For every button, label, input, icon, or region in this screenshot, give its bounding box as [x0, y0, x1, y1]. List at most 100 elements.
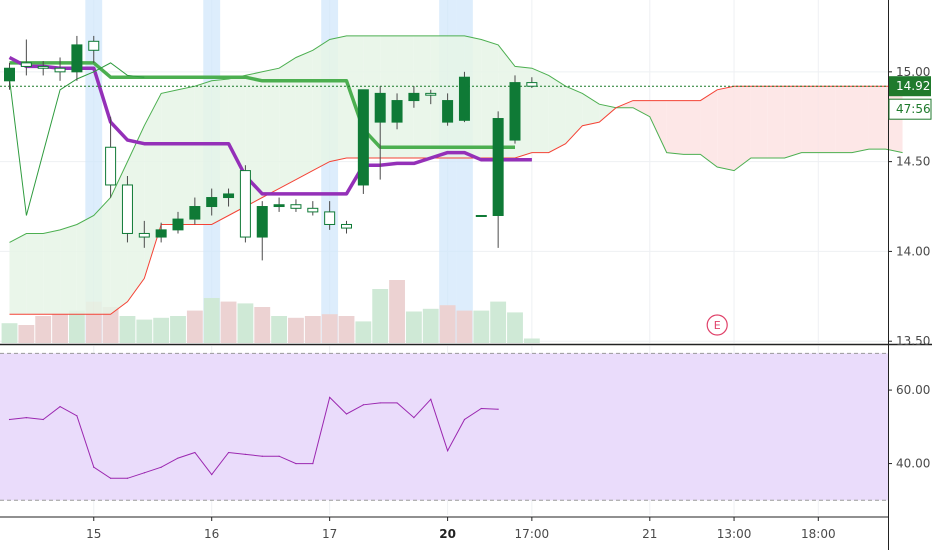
- candle-body: [206, 197, 218, 208]
- cloud-segment: [60, 224, 77, 315]
- cloud-segment: [447, 35, 465, 159]
- cloud-segment: [93, 197, 111, 315]
- cloud-segment: [413, 35, 431, 159]
- rsi-point: [8, 418, 11, 421]
- volume-bar: [389, 280, 405, 343]
- rsi-point: [480, 407, 482, 410]
- volume-bar: [422, 308, 439, 343]
- cloud-segment: [279, 57, 296, 189]
- rsi-tick-label: 60.00: [896, 383, 930, 397]
- cloud-segment: [295, 50, 313, 180]
- rsi-point: [345, 413, 348, 415]
- cloud-segment: [464, 35, 482, 159]
- cloud-segment: [700, 89, 718, 168]
- candle-body: [391, 100, 403, 123]
- candle-body: [37, 65, 49, 69]
- last-price-label: 14.92: [896, 79, 930, 93]
- volume-bar: [220, 301, 237, 343]
- volume-bar: [186, 310, 203, 343]
- cloud-segment: [430, 35, 448, 159]
- earnings-icon: [706, 314, 728, 336]
- cloud-segment: [329, 35, 347, 162]
- volume-bar: [355, 321, 372, 343]
- candle-body: [442, 100, 454, 123]
- candle-body: [54, 67, 66, 73]
- candle-body: [290, 204, 302, 209]
- cloud-segment: [262, 68, 280, 198]
- volume-bar: [153, 317, 170, 343]
- rsi-point: [42, 418, 44, 421]
- volume-bars: [1, 280, 540, 343]
- volume-bar: [1, 323, 18, 343]
- rsi-point: [278, 455, 280, 457]
- cloud-segment: [9, 233, 27, 315]
- volume-bar: [439, 305, 456, 343]
- candle-body: [71, 44, 83, 73]
- rsi-pane: [0, 352, 888, 501]
- volume-bar: [304, 316, 321, 343]
- candle-body: [189, 206, 201, 220]
- price-tick-label: 14.00: [896, 244, 930, 258]
- cloud-segment: [767, 86, 785, 159]
- volume-bar: [136, 319, 153, 343]
- candle-body: [341, 223, 352, 229]
- cloud-segment: [26, 233, 44, 315]
- candle-body: [357, 89, 369, 186]
- cloud-segment: [649, 100, 667, 153]
- cloud-segment: [194, 80, 212, 225]
- time-tick-label: 18:00: [801, 527, 836, 541]
- candle-body: [121, 184, 133, 234]
- cloud-segment: [632, 100, 650, 117]
- rsi-point: [93, 466, 95, 468]
- rsi-point: [463, 418, 466, 421]
- cloud-segment: [76, 215, 94, 315]
- volume-bar: [170, 316, 186, 343]
- candle-body: [172, 218, 184, 231]
- volume-bar: [102, 307, 119, 343]
- rsi-point: [312, 462, 314, 465]
- rsi-point: [329, 396, 331, 399]
- cloud-segment: [127, 125, 145, 302]
- candlesticks: [4, 35, 538, 261]
- time-tick-label: 15: [86, 527, 101, 541]
- volume-bar: [271, 316, 288, 343]
- volume-bar: [523, 338, 540, 343]
- candle-body: [374, 92, 386, 123]
- ichimoku-cloud: [9, 35, 903, 315]
- cloud-segment: [784, 86, 802, 159]
- rsi-line: [9, 396, 499, 479]
- volume-bar: [456, 310, 473, 343]
- rsi-point: [413, 417, 415, 419]
- cloud-segment: [683, 100, 701, 155]
- candle-body: [105, 146, 117, 186]
- rsi-point: [211, 473, 213, 476]
- rsi-point: [59, 406, 61, 408]
- time-tick-label: 21: [642, 527, 657, 541]
- markers: 14.92 47:56 E: [706, 76, 932, 336]
- cloud-segment: [178, 86, 195, 225]
- time-tick-label: 20: [439, 527, 456, 541]
- cloud-segment: [380, 35, 398, 159]
- cloud-segment: [548, 75, 566, 153]
- candle-body: [20, 62, 32, 67]
- cloud-segment: [312, 39, 330, 171]
- cloud-segment: [161, 89, 178, 225]
- candle-body: [273, 204, 285, 208]
- price-tick-label: 13.50: [896, 334, 930, 348]
- candle-body: [324, 211, 336, 225]
- cloud-segment: [835, 86, 852, 153]
- candle-body: [408, 92, 420, 102]
- earnings-label: E: [714, 319, 721, 332]
- rsi-point: [497, 408, 499, 410]
- volume-bar: [321, 314, 338, 343]
- volume-bar: [288, 317, 304, 343]
- rsi-point: [244, 453, 246, 455]
- cloud-segment: [531, 68, 549, 153]
- volume-bar: [203, 298, 220, 343]
- candle-body: [4, 67, 15, 82]
- cloud-segment: [666, 100, 684, 155]
- candle-body: [88, 40, 100, 51]
- rsi-point: [396, 402, 398, 404]
